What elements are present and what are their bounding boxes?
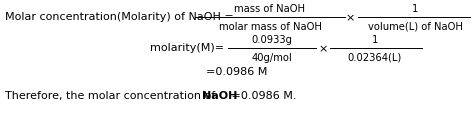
Text: ×: × [319, 44, 328, 54]
Text: Molar concentration(Molarity) of NaOH =: Molar concentration(Molarity) of NaOH = [5, 12, 234, 22]
Text: ×: × [346, 13, 355, 23]
Text: 1: 1 [412, 4, 418, 14]
Text: Therefore, the molar concentration of: Therefore, the molar concentration of [5, 90, 219, 100]
Text: molar mass of NaOH: molar mass of NaOH [219, 22, 321, 32]
Text: 1: 1 [372, 35, 378, 45]
Text: mass of NaOH: mass of NaOH [235, 4, 306, 14]
Text: =0.0986 M.: =0.0986 M. [228, 90, 297, 100]
Text: NaOH: NaOH [202, 90, 237, 100]
Text: 0.0933g: 0.0933g [252, 35, 292, 45]
Text: molarity(M)=: molarity(M)= [150, 43, 224, 53]
Text: 40g/mol: 40g/mol [252, 53, 292, 62]
Text: volume(L) of NaOH: volume(L) of NaOH [367, 22, 463, 32]
Text: =0.0986 M: =0.0986 M [206, 66, 268, 76]
Text: 0.02364(L): 0.02364(L) [348, 53, 402, 62]
